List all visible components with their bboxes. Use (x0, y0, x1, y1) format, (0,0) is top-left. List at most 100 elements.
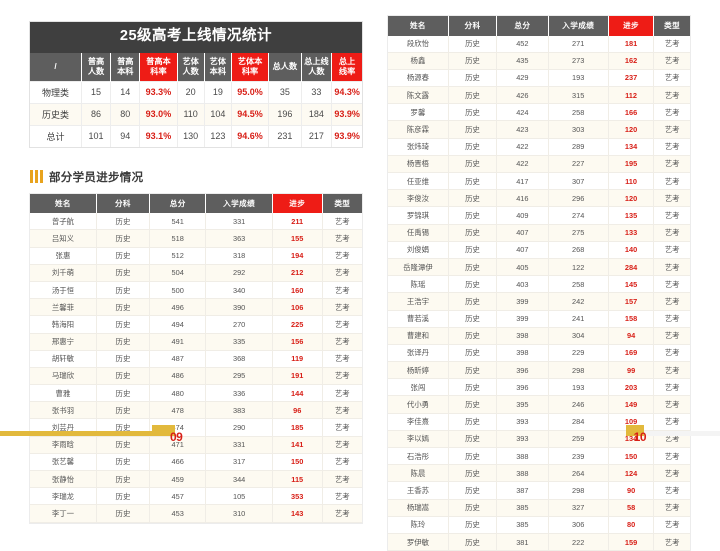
cell-name: 张艺馨 (30, 453, 97, 472)
cell: 86 (81, 102, 112, 126)
cell-entry: 105 (205, 487, 273, 506)
cell-type: 艺考 (322, 453, 362, 472)
cell: 15 (81, 80, 112, 104)
cell-total: 396 (496, 378, 549, 397)
table-row: 张惠 历史 512 318 194 艺考 (30, 247, 362, 265)
cell-progress: 353 (272, 487, 323, 506)
cell-type: 艺考 (653, 361, 690, 380)
cell-entry: 292 (205, 264, 273, 282)
cell-progress: 120 (608, 189, 655, 208)
cell-name: 张书羽 (30, 401, 97, 420)
cell-total: 409 (496, 206, 549, 225)
cell-rate: 93.3% (139, 80, 178, 104)
table-row: 张静怡 历史 459 344 115 艺考 (30, 470, 362, 489)
table-row: 岳隆潭伊 历史 405 122 284 艺考 (388, 258, 690, 277)
table-row: 历史类 86 80 93.0% 110 104 94.5% 196 184 93… (30, 102, 362, 126)
cell-subject: 历史 (448, 275, 498, 294)
cell-total: 416 (496, 189, 549, 208)
cell-entry: 363 (205, 229, 273, 248)
cell-name: 胡轩敏 (30, 350, 97, 368)
cell-type: 艺考 (653, 275, 690, 294)
cell-subject: 历史 (448, 447, 498, 466)
cell-subject: 历史 (448, 103, 498, 122)
cell-type: 艺考 (322, 436, 362, 454)
table-row: 曹雅 历史 480 336 144 艺考 (30, 384, 362, 403)
summary-col-total-rate: 总上 线率 (331, 52, 362, 82)
cell-name: 王浩宇 (388, 292, 449, 311)
cell-total: 496 (149, 298, 207, 317)
cell-total: 487 (149, 350, 207, 368)
right-column: 姓名 分科 总分 入学成绩 进步 类型 段欣怡 历史 452 271 181 艺考 杨鑫 历史… (388, 16, 690, 551)
summary-table: 25级高考上线情况统计 / 普高 人数 普高 本科 普高本 科率 艺体 人数 艺体 本科 … (30, 22, 362, 147)
cell-name: 杨源春 (388, 69, 449, 88)
cell-total: 471 (149, 436, 207, 454)
cell: 196 (268, 102, 302, 126)
cell-name: 张炜琦 (388, 138, 449, 156)
cell-name: 刘千萌 (30, 264, 97, 282)
slide-page: 25级高考上线情况统计 / 普高 人数 普高 本科 普高本 科率 艺体 人数 艺体 本科 … (0, 16, 720, 551)
summary-row-label: 总计 (30, 124, 82, 147)
cell: 80 (110, 102, 141, 126)
table-row: 杨鑫 历史 435 273 162 艺考 (388, 52, 690, 70)
table-row: 杨瑞嵩 历史 385 327 58 艺考 (388, 499, 690, 517)
cell-subject: 历史 (448, 292, 498, 311)
cell-total: 388 (496, 447, 549, 466)
cell-total: 541 (149, 213, 207, 231)
cell-name: 曹雅 (30, 384, 97, 403)
cell-rate: 93.9% (331, 102, 362, 126)
cell-subject: 历史 (96, 298, 151, 317)
cell-subject: 历史 (96, 384, 151, 403)
cell-total: 405 (496, 258, 549, 277)
cell-total: 398 (496, 327, 549, 345)
cell-progress: 155 (272, 229, 323, 248)
cell-type: 艺考 (653, 189, 690, 208)
cell-progress: 145 (608, 275, 655, 294)
cell-progress: 119 (272, 350, 323, 368)
cell-entry: 307 (548, 172, 609, 191)
cell-progress: 96 (272, 401, 323, 420)
cell-entry: 241 (548, 310, 609, 328)
cell-entry: 122 (548, 258, 609, 277)
cell-progress: 124 (608, 464, 655, 483)
cell-subject: 历史 (96, 453, 151, 472)
cell-type: 艺考 (322, 504, 362, 523)
cell-name: 罗伊敏 (388, 533, 449, 551)
students-table-left: 姓名 分科 总分 入学成绩 进步 类型 曾子航 历史 541 331 211 艺考 吕知义历… (30, 193, 362, 523)
table-row: 曹建和 历史 398 304 94 艺考 (388, 327, 690, 345)
cell-progress: 225 (272, 315, 323, 334)
summary-head-9-l1: 总上 (338, 56, 356, 66)
cell-entry: 340 (205, 281, 273, 300)
cell: 123 (204, 124, 232, 147)
cell-progress: 133 (608, 224, 655, 242)
summary-col-yiti-benke: 艺体 本科 (204, 52, 232, 82)
cell-progress: 284 (608, 258, 655, 277)
cell-progress: 94 (608, 327, 655, 345)
cell-progress: 144 (272, 384, 323, 403)
table-row: 李瑞龙 历史 457 105 353 艺考 (30, 487, 362, 506)
summary-col-yiti-rate: 艺体本 科率 (231, 52, 270, 82)
table-row: 罗锦琪 历史 409 274 135 艺考 (388, 206, 690, 225)
cell-entry: 310 (205, 504, 273, 523)
cell-type: 艺考 (322, 298, 362, 317)
cell-name: 陈文露 (388, 86, 449, 105)
summary-title-row: 25级高考上线情况统计 (30, 22, 362, 53)
cell-subject: 历史 (448, 258, 498, 277)
cell-type: 艺考 (653, 344, 690, 363)
table-row: 陈瑶 历史 403 258 145 艺考 (388, 275, 690, 294)
cell-entry: 268 (548, 241, 609, 259)
table-row: 曹若溪 历史 399 241 158 艺考 (388, 310, 690, 328)
table-row: 任禹锡 历史 407 275 133 艺考 (388, 224, 690, 242)
cell-total: 452 (496, 35, 549, 53)
cell-progress: 212 (272, 264, 323, 282)
cell-subject: 历史 (448, 464, 498, 483)
cell-name: 杨晋梧 (388, 155, 449, 174)
th-name: 姓名 (30, 193, 97, 214)
cell-subject: 历史 (96, 281, 151, 300)
cell-entry: 271 (548, 35, 609, 53)
cell-type: 艺考 (322, 213, 362, 231)
cell: 94 (110, 124, 141, 147)
cell-entry: 331 (205, 213, 273, 231)
cell-rate: 94.5% (231, 102, 270, 126)
students-body-left: 曾子航 历史 541 331 211 艺考 吕知义 历史 518 363 155 艺考 张惠 历史 512 3… (30, 213, 362, 523)
cell-type: 艺考 (653, 52, 690, 70)
